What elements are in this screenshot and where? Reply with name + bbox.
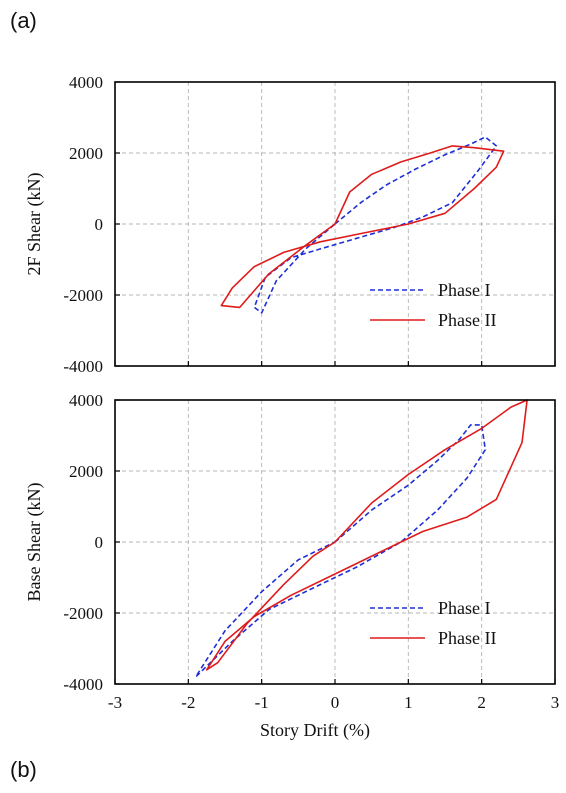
x-tick-label: 3 bbox=[551, 693, 560, 712]
y-tick-label: -2000 bbox=[63, 286, 103, 305]
x-tick-label: -2 bbox=[181, 693, 195, 712]
y-tick-label: 0 bbox=[95, 533, 104, 552]
legend-label-phase-1: Phase I bbox=[438, 598, 491, 618]
legend-label-phase-1: Phase I bbox=[438, 280, 491, 300]
y-axis-title: Base Shear (kN) bbox=[24, 483, 45, 602]
y-tick-label: 4000 bbox=[69, 391, 103, 410]
x-axis-title: Story Drift (%) bbox=[260, 720, 370, 741]
y-tick-label: -2000 bbox=[63, 604, 103, 623]
y-axis-title: 2F Shear (kN) bbox=[24, 173, 45, 276]
y-tick-label: 4000 bbox=[69, 73, 103, 92]
legend-label-phase-2: Phase II bbox=[438, 628, 496, 648]
x-tick-label: 0 bbox=[331, 693, 340, 712]
y-tick-label: -4000 bbox=[63, 675, 103, 694]
y-tick-label: 2000 bbox=[69, 144, 103, 163]
x-tick-label: 1 bbox=[404, 693, 413, 712]
y-tick-label: 2000 bbox=[69, 462, 103, 481]
panel-label-a: (a) bbox=[10, 8, 37, 33]
x-tick-label: -1 bbox=[255, 693, 269, 712]
series-line-phase-2 bbox=[205, 399, 528, 671]
plot-panel-b: -4000 -2000 0 2000 4000 -3 -2 -1 0 1 2 3 Base Shear … bbox=[24, 391, 559, 741]
x-tick-label: -3 bbox=[108, 693, 122, 712]
y-tick-label: 0 bbox=[95, 215, 104, 234]
series-line-phase-1 bbox=[194, 424, 487, 678]
panel-label-b: (b) bbox=[10, 757, 37, 782]
series-line-phase-1 bbox=[253, 136, 498, 314]
x-tick-label: 2 bbox=[477, 693, 486, 712]
y-tick-label: -4000 bbox=[63, 357, 103, 376]
legend-label-phase-2: Phase II bbox=[438, 310, 496, 330]
plot-panel-a: -4000 -2000 0 2000 4000 2F Shear (kN) Phase I P… bbox=[24, 73, 556, 376]
series-line-phase-2 bbox=[220, 145, 505, 309]
